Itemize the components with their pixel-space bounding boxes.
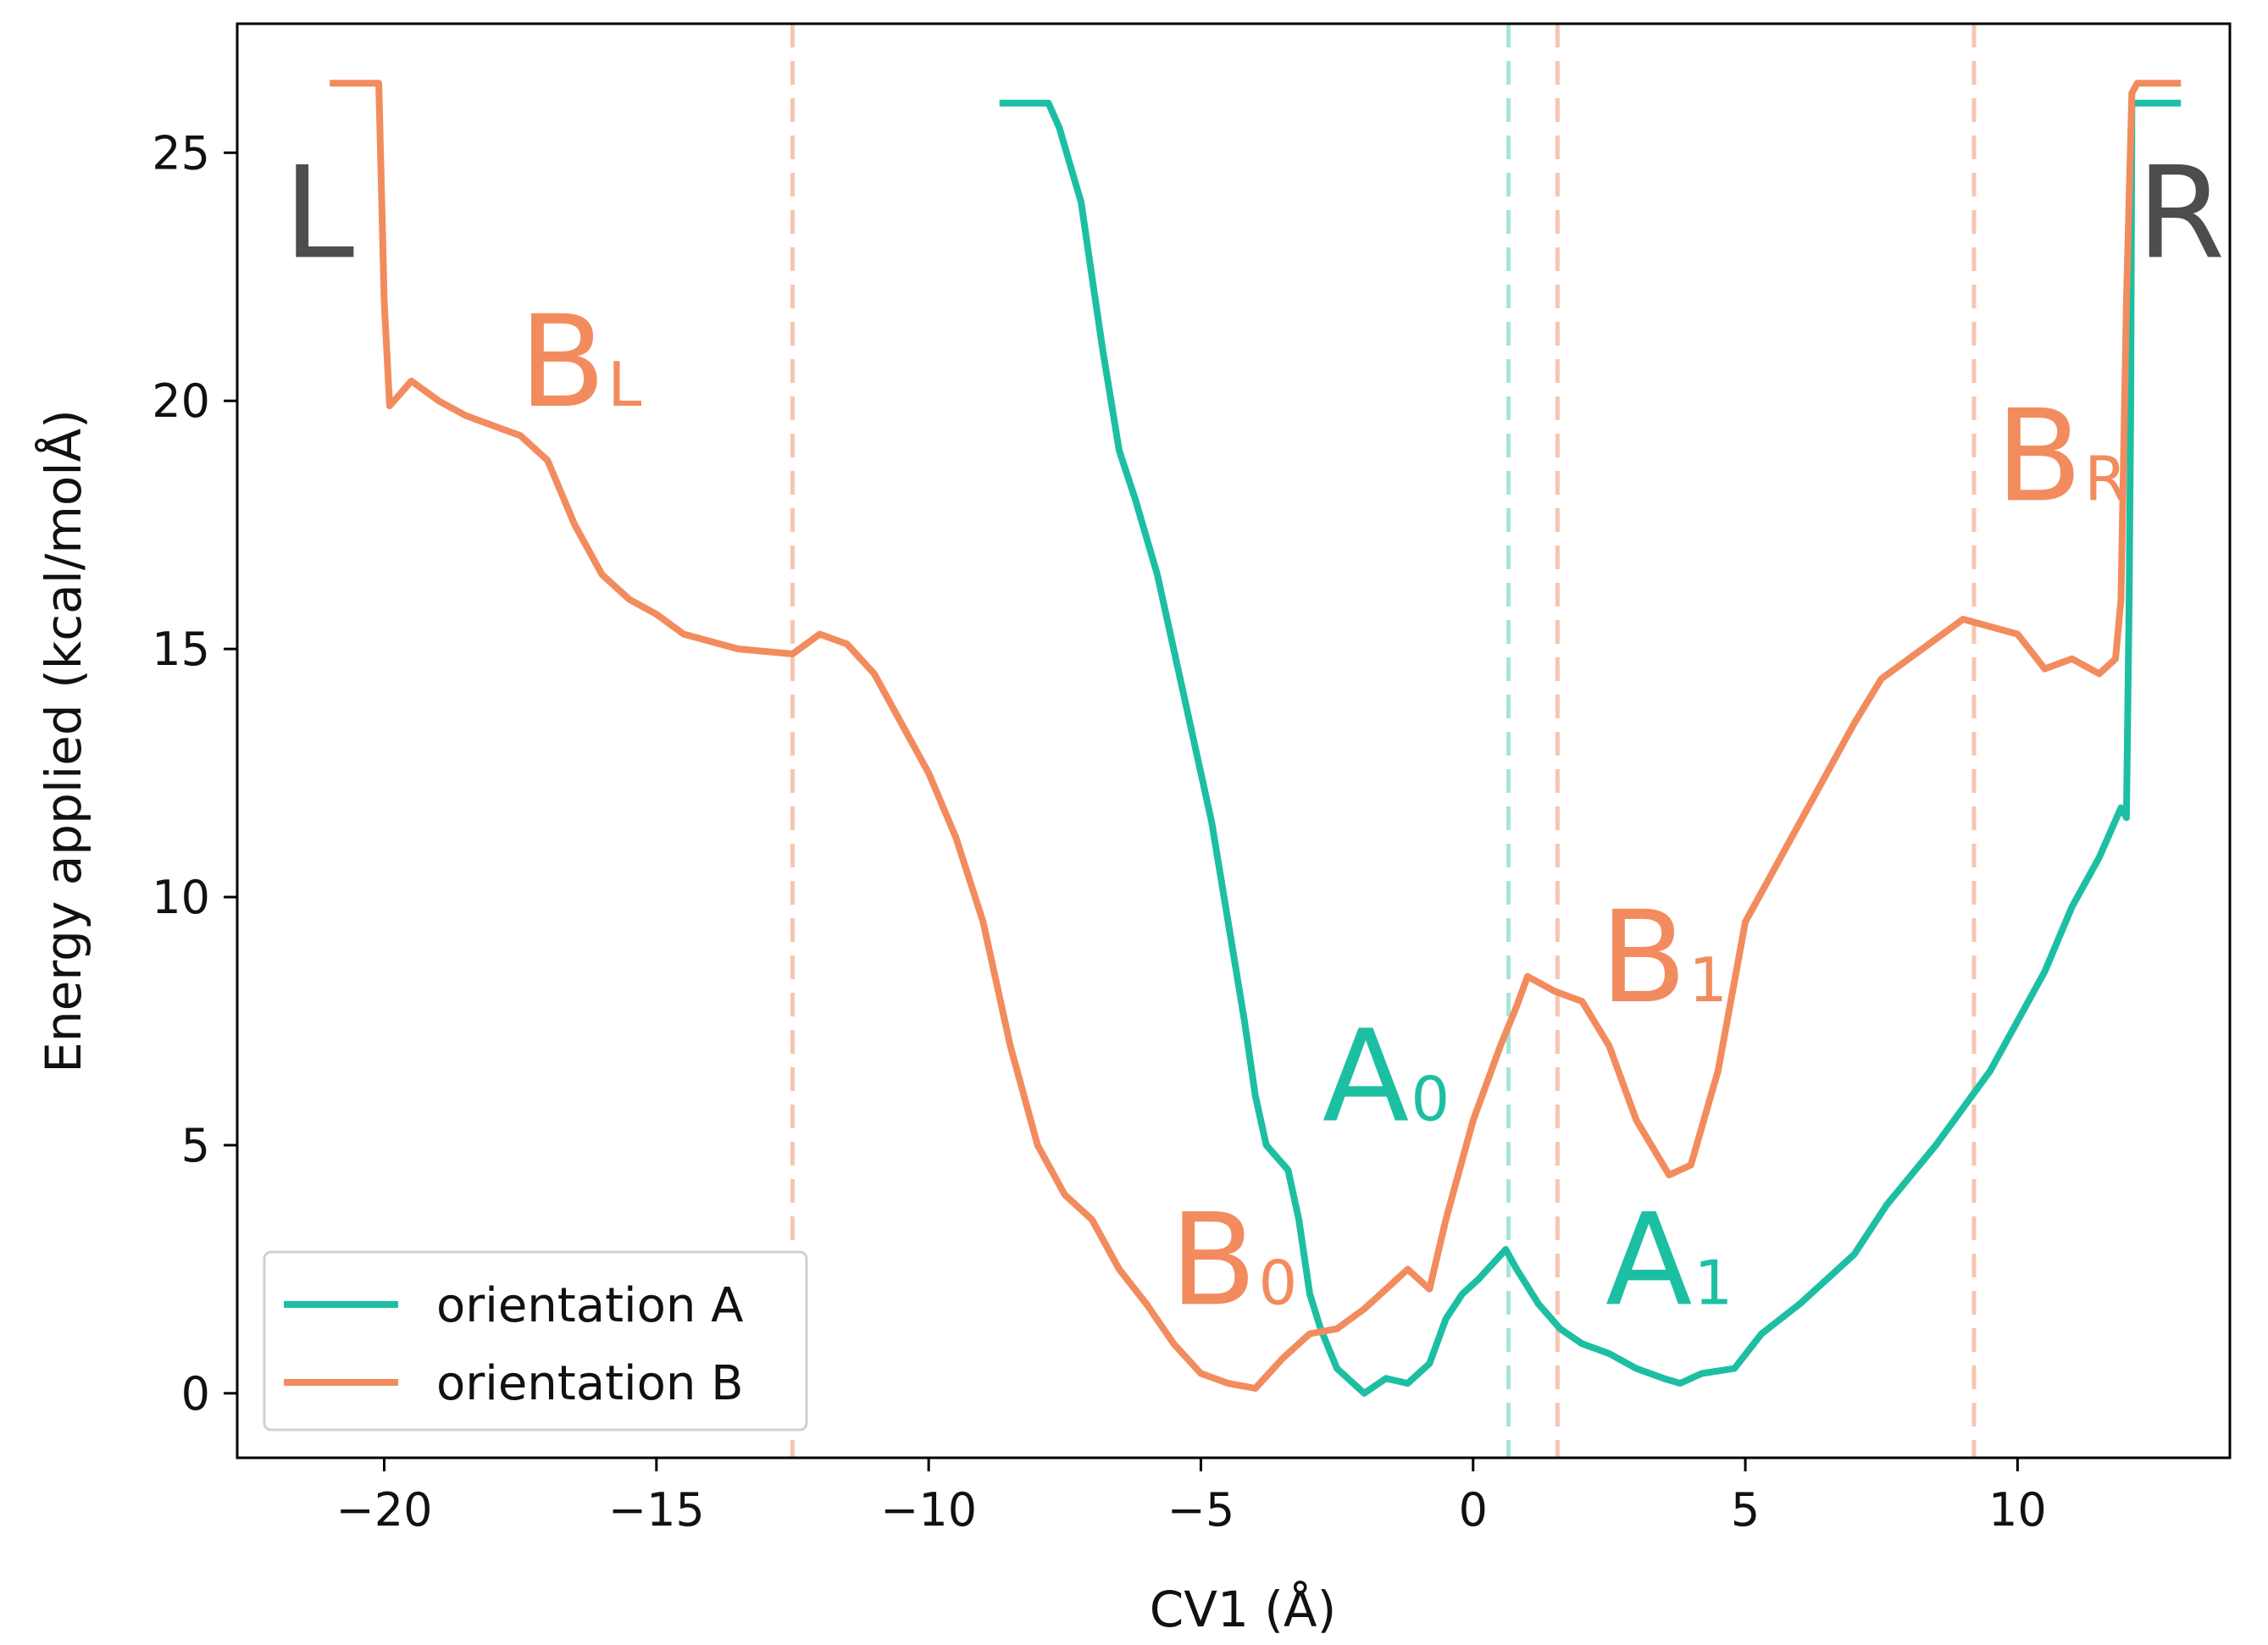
state-label-r: R — [2137, 140, 2225, 287]
y-tick-label: 15 — [152, 623, 210, 676]
x-axis-ticks: −20 −15 −10 −5 0 5 10 — [336, 1458, 2047, 1537]
legend: orientation A orientation B — [263, 1250, 808, 1432]
state-label-a1: A1 — [1605, 1187, 1733, 1334]
x-tick-label: 10 — [1988, 1483, 2047, 1537]
state-label-a0: A0 — [1323, 1004, 1450, 1151]
x-tick-label: −20 — [336, 1483, 433, 1537]
series-line-orientation-b — [330, 80, 2182, 1392]
y-axis-ticks: 0 5 10 15 20 25 — [152, 126, 237, 1421]
y-tick-label: 25 — [152, 126, 210, 180]
x-tick-label: −5 — [1167, 1483, 1235, 1537]
state-label-b1: B1 — [1600, 884, 1727, 1032]
series-lines — [330, 80, 2182, 1397]
x-tick-label: 5 — [1731, 1483, 1760, 1537]
legend-label-orientation-a: orientation A — [436, 1278, 743, 1333]
state-label-br: BR — [1995, 383, 2127, 530]
plot-frame — [236, 22, 2232, 1459]
y-tick-label: 5 — [181, 1119, 210, 1172]
reference-lines — [790, 24, 1977, 1458]
y-tick-label: 10 — [152, 871, 210, 924]
x-tick-label: 0 — [1459, 1483, 1488, 1537]
x-tick-label: −15 — [608, 1483, 705, 1537]
state-label-bl: BL — [518, 289, 641, 436]
x-axis-title: CV1 (Å) — [1150, 1580, 1336, 1638]
state-label-l: L — [284, 140, 355, 287]
y-axis-title: Energy applied (kcal/molÅ) — [34, 409, 92, 1073]
legend-label-orientation-b: orientation B — [436, 1356, 744, 1411]
y-tick-label: 0 — [181, 1367, 210, 1421]
plot-area — [237, 24, 2230, 1458]
y-tick-label: 20 — [152, 374, 210, 428]
x-tick-label: −10 — [880, 1483, 977, 1537]
legend-box — [263, 1250, 808, 1432]
state-label-b0: B0 — [1170, 1187, 1298, 1334]
series-line-orientation-a — [999, 99, 2182, 1397]
